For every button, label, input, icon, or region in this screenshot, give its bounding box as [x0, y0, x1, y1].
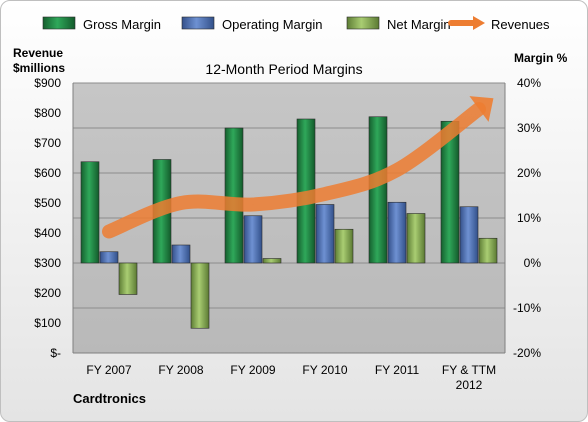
legend-swatch: [473, 16, 485, 30]
left-tick-label: $-: [50, 346, 61, 360]
right-axis-label: Margin %: [514, 51, 568, 65]
bar-operating-margin: [171, 244, 191, 264]
legend-swatch: [42, 16, 76, 30]
right-tick-label: 40%: [517, 76, 541, 90]
category-label: FY 2009: [230, 363, 275, 377]
bar-operating-margin: [243, 215, 263, 264]
bar-net-margin: [118, 262, 138, 295]
left-axis-label-line-1: Revenue: [13, 46, 63, 60]
legend: Gross Margin Operating Margin Net Margin Re…: [42, 16, 550, 32]
legend-label: Operating Margin: [222, 17, 322, 32]
bar-operating-margin: [387, 201, 407, 264]
bars: [80, 116, 498, 329]
left-tick-labels: $- $100 $200 $300 $400 $500 $600 $700 $800 $900: [34, 76, 61, 360]
bar-operating-margin: [315, 204, 335, 264]
bar-net-margin: [334, 228, 354, 264]
revenue-line: [102, 102, 486, 239]
category-label: FY 2008: [158, 363, 203, 377]
bar-net-margin: [478, 237, 498, 264]
category-label: FY 2011: [375, 363, 420, 377]
legend-swatch: [181, 16, 215, 30]
bar-net-margin: [406, 213, 426, 264]
bar-gross-margin: [80, 161, 100, 264]
bar-net-margin: [262, 258, 282, 264]
bar-net-margin: [190, 262, 210, 329]
right-tick-label: -10%: [513, 301, 541, 315]
bar-operating-margin: [99, 251, 119, 264]
left-tick-label: $900: [34, 76, 61, 90]
left-tick-label: $100: [34, 316, 61, 330]
left-tick-label: $500: [34, 196, 61, 210]
category-labels: FY 2007 FY 2008 FY 2009 FY 2010 FY 2011 FY & …: [86, 363, 496, 392]
left-axis-label-line-2: $millions: [13, 61, 65, 75]
right-tick-label: 0%: [524, 256, 542, 270]
revenue-arrowhead: [469, 96, 494, 122]
legend-swatch: [346, 16, 380, 30]
company-label: Cardtronics: [73, 391, 146, 406]
category-label: FY 2010: [302, 363, 347, 377]
legend-label: Gross Margin: [83, 17, 161, 32]
left-tick-label: $200: [34, 286, 61, 300]
bar-gross-margin: [440, 120, 460, 264]
right-tick-label: 30%: [517, 121, 541, 135]
left-tick-label: $400: [34, 226, 61, 240]
right-tick-label: 10%: [517, 211, 541, 225]
right-tick-labels: -20% -10% 0% 10% 20% 30% 40%: [513, 76, 541, 360]
left-tick-label: $600: [34, 166, 61, 180]
right-tick-label: -20%: [513, 346, 541, 360]
left-tick-label: $800: [34, 106, 61, 120]
category-label: FY 2007: [86, 363, 131, 377]
bar-gross-margin: [368, 116, 388, 264]
left-tick-label: $700: [34, 136, 61, 150]
chart-title: 12-Month Period Margins: [205, 61, 362, 77]
revenue-series: [102, 96, 494, 239]
bar-gross-margin: [224, 127, 244, 264]
right-tick-label: 20%: [517, 166, 541, 180]
legend-label: Net Margin: [387, 17, 451, 32]
bar-operating-margin: [459, 206, 479, 264]
category-label: FY & TTM 2012: [442, 363, 496, 392]
left-tick-label: $300: [34, 256, 61, 270]
legend-label: Revenues: [491, 17, 550, 32]
